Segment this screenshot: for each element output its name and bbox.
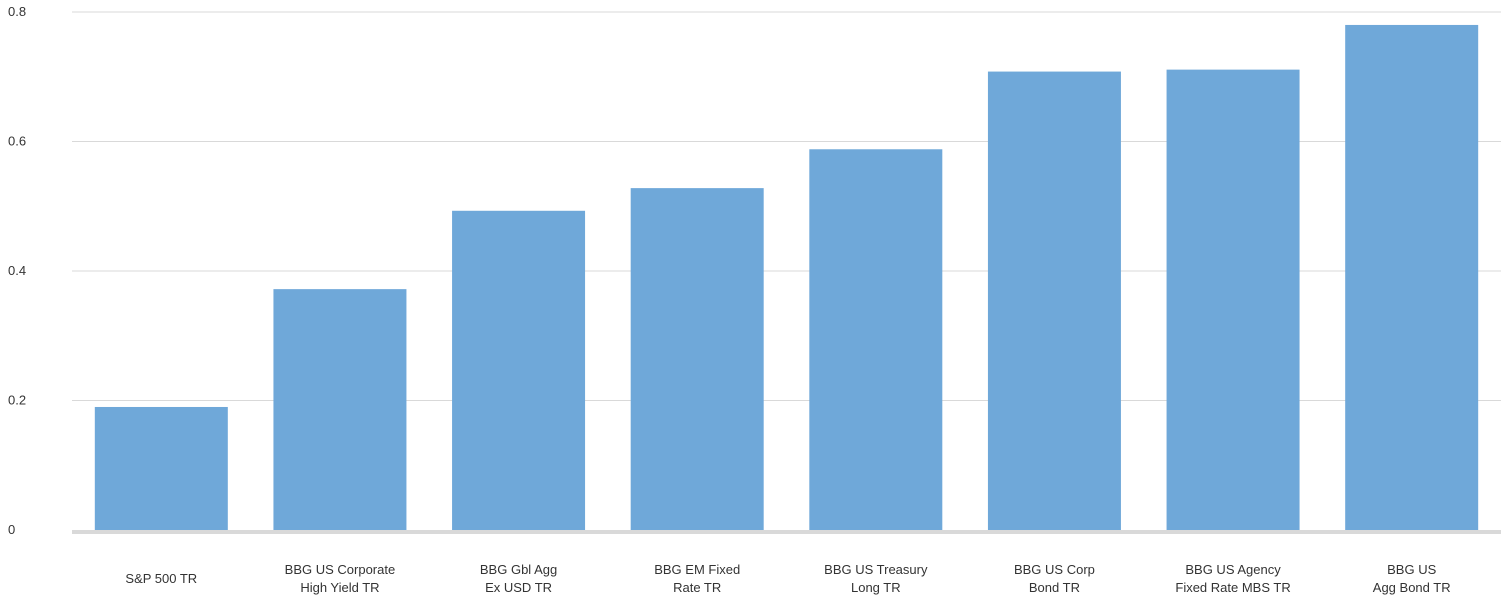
x-category-label-line: BBG US Corp [1014,562,1095,577]
x-category-label: BBG US Agency Fixed Rate MBS TR [1175,562,1290,595]
x-category-label: S&P 500 TR [125,571,197,586]
x-category-label-line: Rate TR [673,580,721,595]
x-category-label: BBG Gbl Agg Ex USD TR [480,562,557,595]
bar [273,289,407,530]
bar [630,188,764,530]
x-category-label-line: BBG US [1387,562,1436,577]
y-axis-ticks: 0 0.2 0.4 0.6 0.8 [8,4,26,537]
bar [94,406,228,530]
x-category-label-line: High Yield TR [300,580,379,595]
y-tick-label: 0.8 [8,4,26,19]
x-category-label: BBG US Agg Bond TR [1373,562,1451,595]
bar [809,149,943,530]
bar [1345,24,1479,530]
bars [94,24,1479,530]
x-category-label-line: BBG Gbl Agg [480,562,557,577]
x-category-label-line: BBG EM Fixed [654,562,740,577]
x-category-label: BBG EM Fixed Rate TR [654,562,740,595]
y-tick-label: 0 [8,522,15,537]
x-category-label: BBG US Corporate High Yield TR [285,562,396,595]
x-category-label-line: Bond TR [1029,580,1080,595]
x-category-label-line: Ex USD TR [485,580,552,595]
bar [452,210,586,530]
bar [987,71,1121,530]
x-axis-line [72,530,1501,534]
x-category-label-line: S&P 500 TR [125,571,197,586]
x-category-label-line: Agg Bond TR [1373,580,1451,595]
x-category-label-line: BBG US Agency [1185,562,1281,577]
bar [1166,69,1300,530]
x-category-label: BBG US Treasury Long TR [824,562,928,595]
y-tick-label: 0.6 [8,134,26,149]
y-tick-label: 0.2 [8,393,26,408]
x-category-label-line: BBG US Treasury [824,562,928,577]
x-category-label-line: Long TR [851,580,901,595]
y-tick-label: 0.4 [8,263,26,278]
x-category-label: BBG US Corp Bond TR [1014,562,1095,595]
x-category-label-line: BBG US Corporate [285,562,396,577]
x-category-label-line: Fixed Rate MBS TR [1175,580,1290,595]
